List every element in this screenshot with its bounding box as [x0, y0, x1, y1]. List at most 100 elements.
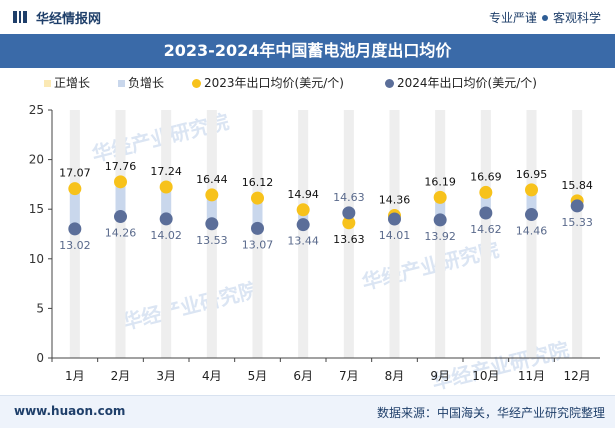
footer-website: www.huaon.com: [14, 404, 126, 418]
column-bg: [526, 110, 537, 358]
legend-label-negative: 负增长: [128, 76, 165, 90]
point-2024: [342, 206, 356, 220]
footer: www.huaon.com 数据来源：中国海关，华经产业研究院整理: [0, 395, 615, 428]
x-tick-label: 4月: [202, 369, 222, 383]
point-2023: [342, 216, 356, 230]
column-bg: [480, 110, 491, 358]
negative-change-bar: [435, 197, 446, 220]
column-bg: [389, 110, 400, 358]
tagline-left: 专业严谨: [488, 11, 537, 25]
x-tick-label: 11月: [518, 369, 545, 383]
negative-change-bar: [206, 194, 217, 224]
negative-change-bar: [526, 189, 537, 215]
chart-title: 2023-2024年中国蓄电池月度出口均价: [163, 41, 452, 60]
y-tick-label: 0: [36, 351, 44, 365]
negative-change-bar: [298, 209, 309, 225]
y-tick-label: 15: [29, 202, 44, 216]
column-bg: [298, 110, 309, 358]
data-label-2023: 16.19: [424, 175, 456, 188]
point-2024: [296, 218, 310, 232]
point-2023: [205, 188, 219, 202]
point-2023: [479, 185, 493, 199]
negative-change-bar: [252, 198, 263, 229]
data-label-2024: 14.26: [105, 227, 137, 240]
data-label-2023: 16.12: [242, 176, 274, 189]
legend-label-2024: 2024年出口均价(美元/个): [397, 76, 537, 90]
point-2024: [251, 221, 264, 235]
x-tick-label: 5月: [248, 369, 268, 383]
point-2024: [570, 199, 584, 213]
point-2024: [205, 217, 219, 231]
legend-item-2024: 2024年出口均价(美元/个): [385, 75, 537, 91]
column-bg: [435, 110, 446, 358]
legend-label-positive: 正增长: [54, 76, 91, 90]
x-tick-label: 12月: [564, 369, 591, 383]
y-tick-label: 5: [36, 301, 44, 315]
point-2023: [525, 183, 538, 197]
point-2023: [251, 191, 264, 205]
legend-dot-2024: [385, 79, 394, 88]
negative-change-bar: [480, 192, 491, 213]
column-bg: [343, 110, 354, 358]
legend-label-2023: 2023年出口均价(美元/个): [204, 76, 344, 90]
data-label-2023: 16.69: [470, 170, 502, 183]
column-bg: [572, 110, 583, 358]
point-2024: [68, 222, 82, 236]
data-label-2023: 16.44: [196, 173, 228, 186]
x-tick-label: 8月: [385, 369, 405, 383]
negative-change-bar: [161, 186, 172, 219]
point-2024: [388, 212, 401, 226]
data-label-2023: 16.95: [516, 168, 548, 181]
title-bar: 2023-2024年中国蓄电池月度出口均价: [0, 34, 615, 68]
data-label-2024: 13.92: [424, 230, 456, 243]
data-label-2023: 14.36: [379, 194, 411, 207]
point-2023: [68, 182, 82, 196]
negative-change-bar: [115, 181, 126, 217]
data-label-2024: 14.01: [379, 229, 411, 242]
data-label-2023: 15.84: [561, 179, 593, 192]
legend-item-negative: 负增长: [118, 75, 164, 91]
legend-swatch-positive: [44, 80, 51, 87]
x-tick-label: 1月: [65, 369, 85, 383]
brand-logo-icon: [13, 11, 27, 23]
chart-plot: 0 5 10 15 20 25 1月 2月 3月 4月 5月 6月 7月 8月 9月 10月 11月 12月 17.…: [29, 103, 600, 383]
tagline-right: 客观科学: [552, 11, 601, 25]
top-bar: 华经情报网 专业严谨 客观科学: [0, 0, 615, 34]
point-2024: [479, 206, 493, 220]
x-tick-label: 3月: [156, 369, 176, 383]
point-2023: [433, 190, 447, 204]
data-label-2024: 14.63: [333, 191, 365, 204]
data-label-2024: 13.53: [196, 234, 228, 247]
point-2024: [525, 208, 538, 222]
data-label-2023: 17.07: [59, 167, 91, 180]
point-2023: [296, 203, 310, 217]
data-label-2023: 17.24: [150, 165, 182, 178]
legend-swatch-negative: [118, 80, 125, 87]
y-tick-label: 10: [29, 252, 44, 266]
tagline-dot-icon: [541, 15, 548, 21]
data-label-2024: 13.44: [287, 235, 319, 248]
footer-source: 数据来源：中国海关，华经产业研究院整理: [376, 406, 605, 420]
point-2023: [159, 180, 173, 194]
y-tick-label: 25: [29, 103, 44, 117]
data-label-2023: 14.94: [287, 188, 319, 201]
column-bg: [115, 110, 126, 358]
brand-name: 华经情报网: [36, 12, 102, 27]
x-tick-label: 7月: [339, 369, 359, 383]
x-tick-label: 6月: [293, 369, 313, 383]
negative-change-bar: [69, 188, 80, 229]
column-bg: [206, 110, 217, 358]
point-2024: [159, 212, 173, 226]
tagline: 专业严谨 客观科学: [489, 9, 601, 26]
data-label-2024: 13.02: [59, 239, 91, 252]
data-label-2024: 14.62: [470, 223, 502, 236]
legend-dot-2023: [192, 79, 201, 88]
data-label-2023: 13.63: [333, 233, 365, 246]
point-2024: [433, 213, 447, 227]
legend-item-2023: 2023年出口均价(美元/个): [192, 75, 344, 91]
data-label-2023: 17.76: [105, 160, 137, 173]
x-tick-label: 10月: [472, 369, 499, 383]
data-label-2024: 15.33: [561, 216, 593, 229]
data-label-2024: 14.02: [150, 229, 182, 242]
x-tick-label: 9月: [430, 369, 450, 383]
